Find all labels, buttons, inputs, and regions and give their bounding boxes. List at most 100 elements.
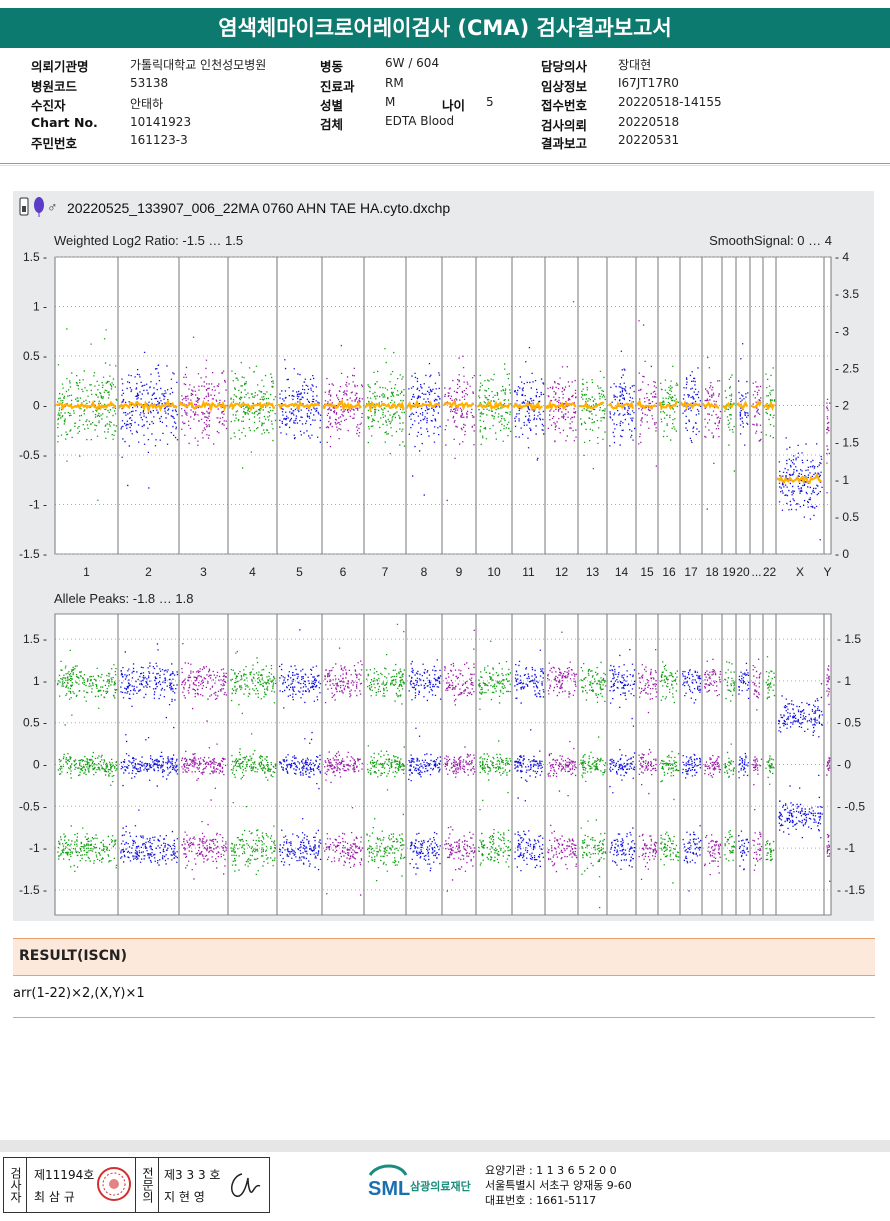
allele-points-chr-12 [547,631,578,873]
y-tick-label: 0 - [33,399,47,413]
examiner-label: 검사자 [4,1158,27,1212]
allele-points-chr-14 [609,649,636,870]
value-receipt-no: 20220518-14155 [618,95,722,109]
male-symbol-icon: ♂ [47,199,58,215]
y2-tick-label: - 1.5 [835,436,859,450]
y2-tick-label: - 1 [837,674,851,688]
allele-points-chr-4 [230,650,277,875]
log2-points-chr-13 [580,370,606,470]
y2-tick-label: - -1 [837,841,855,855]
x-tick-label: 11 [522,565,535,579]
allele-points-chr-8 [408,659,442,875]
x-tick-label: 16 [662,565,676,579]
specialist-license-no: 제3 3 3 호 [164,1168,221,1182]
allele-points-chr-15 [638,649,658,880]
smooth-signal-chr-18 [702,400,720,409]
x-tick-label: 18 [705,565,719,579]
allele-points-chr-X [778,683,823,839]
examiner-license-no: 제11194호 [34,1168,95,1182]
value-hospital-code: 53138 [130,76,169,90]
allele-points-chr-6 [324,647,363,896]
smooth-signal-chr-7 [364,400,405,414]
y2-tick-label: - -1.5 [837,883,865,897]
sml-logo-icon: SML 삼광의료재단 [368,1164,471,1200]
patient-info: 의뢰기관명 가톨릭대학교 인천성모병원 병원코드 53138 수진자 안태하 C… [0,52,890,162]
value-patient: 안태하 [130,97,164,111]
chart-title-log2: Weighted Log2 Ratio: -1.5 … 1.5 [54,233,243,248]
allele-points-chr-11 [514,649,545,872]
x-tick-label: 15 [640,565,654,579]
lab-info: 요양기관 : 1 1 3 6 5 2 0 0 서울특별시 서초구 양재동 9-6… [485,1163,632,1208]
y2-tick-label: - 0 [835,547,849,561]
lab-name: 삼광의료재단 [410,1179,471,1193]
value-sex: M [385,95,396,109]
smooth-signal-chr-10 [476,400,511,411]
specialist-label: 전문의 [135,1158,159,1212]
label-resident-no: 주민번호 [31,136,78,151]
lab-logo: SML 삼광의료재단 [366,1163,478,1207]
smooth-signal-chr-15 [636,399,657,410]
log2-points-chr-19 [724,374,735,472]
label-specimen: 검체 [320,117,344,132]
x-tick-label: 12 [555,565,569,579]
allele-points-chr-3 [181,643,227,880]
label-chart-no: Chart No. [31,115,98,130]
specialist-name: 지 현 영 [164,1190,205,1204]
divider [0,163,890,164]
smooth-signal-chr-9 [442,399,475,411]
log2-points-chr-X [778,437,823,541]
smooth-signal-chr-17 [680,400,701,410]
y-tick-label: -1 - [29,498,47,512]
x-tick-label: 20 [736,565,750,579]
smooth-signal-chr-13 [578,400,605,410]
label-patient: 수진자 [31,98,66,113]
lab-phone: 대표번호 : 1661-5117 [485,1194,597,1207]
log2-points-chr-5 [279,359,322,443]
smooth-signal-chr-1 [55,399,117,412]
allele-points-chr-... [752,658,763,871]
report-title: 염색체마이크로어레이검사 (CMA) 검사결과보고서 [0,8,890,48]
signature-box: 검사자 제11194호 최 삼 규 전문의 제3 3 3 호 지 현 영 [3,1157,270,1213]
result-heading: RESULT(ISCN) [13,938,875,976]
y-tick-label: -1 - [29,841,47,855]
y2-tick-label: - 2.5 [835,361,859,375]
label-department: 진료과 [320,79,355,94]
label-doctor: 담당의사 [541,59,588,74]
value-age: 5 [486,95,494,109]
y-tick-label: -1.5 - [19,883,47,897]
x-tick-label: 8 [421,565,428,579]
log2-points-chr-... [752,381,762,442]
label-request-date: 검사의뢰 [541,118,588,133]
smooth-signal-chr-20 [736,400,749,411]
value-request-date: 20220518 [618,115,680,129]
allele-points-chr-19 [724,661,736,862]
smooth-signal-chr-8 [406,399,441,412]
y-tick-label: -0.5 - [19,448,47,462]
x-tick-label: Y [823,565,831,579]
cma-chart: Weighted Log2 Ratio: -1.5 … 1.5 SmoothSi… [19,233,865,916]
x-tick-label: 6 [340,565,347,579]
x-tick-label: 14 [615,565,629,579]
y2-tick-label: - -0.5 [837,799,865,813]
chart-title-smooth: SmoothSignal: 0 … 4 [709,233,832,248]
x-tick-label: 17 [684,565,698,579]
y2-tick-label: - 1.5 [837,632,861,646]
smooth-signal-chr-X [776,472,823,485]
allele-points-chr-16 [660,661,680,884]
y2-tick-label: - 0.5 [837,716,861,730]
y-tick-label: 1.5 - [23,250,47,264]
x-tick-label: 2 [145,565,152,579]
allele-points-chr-2 [120,643,179,866]
y2-tick-label: - 0 [837,758,851,772]
y2-tick-label: - 3 [835,324,849,338]
lab-logo-text: SML [368,1178,410,1200]
allele-points-chr-22 [765,656,776,861]
allele-points-chr-5 [279,629,322,871]
allele-points-chr-9 [444,629,476,892]
label-institution: 의뢰기관명 [31,59,89,74]
plot-header-icons: ♂ [19,197,58,217]
label-receipt-no: 접수번호 [541,98,588,113]
x-tick-label: 7 [382,565,389,579]
x-tick-label: 5 [296,565,303,579]
label-report-date: 결과보고 [541,136,588,151]
